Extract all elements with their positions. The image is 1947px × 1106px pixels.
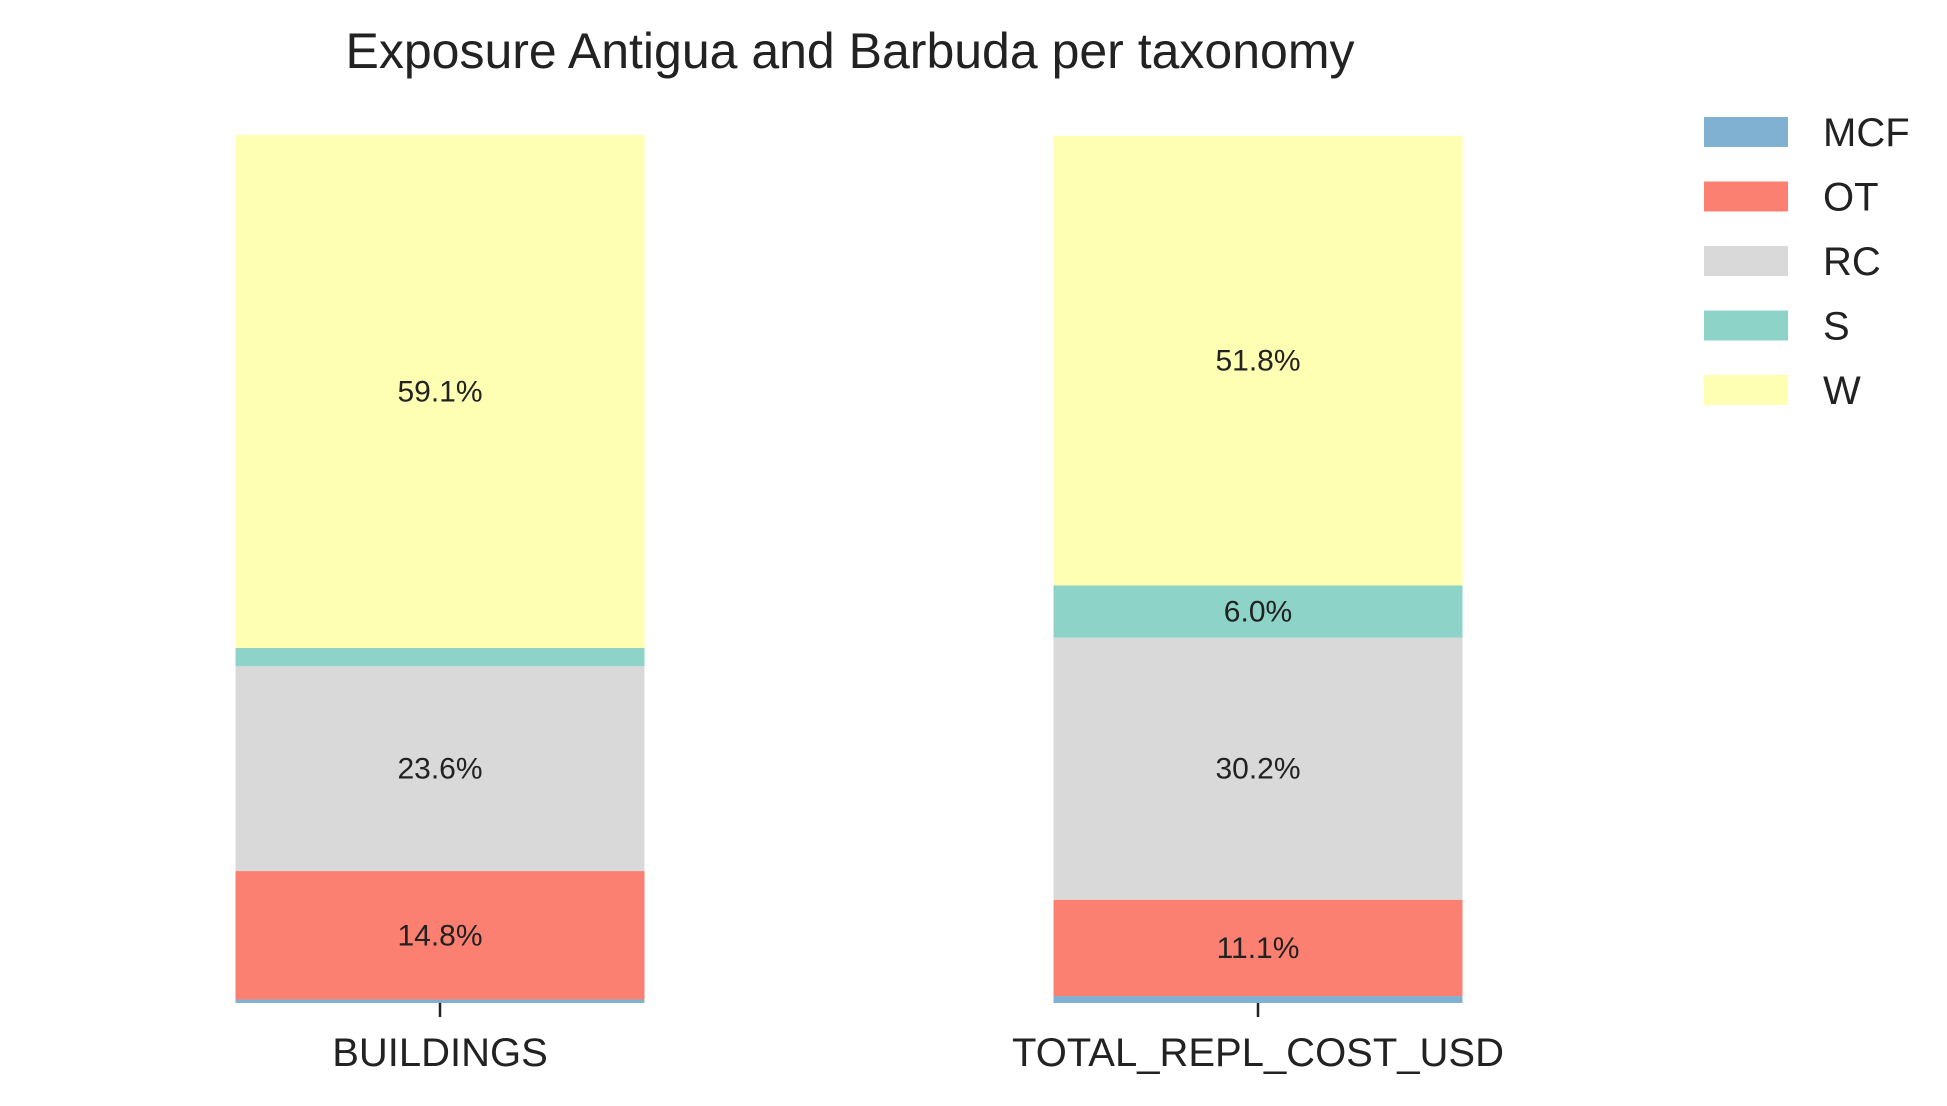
legend-item-s: S: [1704, 305, 1850, 349]
legend-item-ot: OT: [1704, 176, 1879, 220]
x-axis: BUILDINGS TOTAL_REPL_COST_USD: [332, 1003, 1504, 1075]
legend-swatch: [1704, 310, 1788, 341]
legend-label: RC: [1823, 240, 1881, 284]
data-label-ot-total_repl_cost_usd: 11.1%: [1217, 932, 1300, 965]
data-label-w-total_repl_cost_usd: 51.8%: [1215, 345, 1300, 378]
x-tick-label: BUILDINGS: [332, 1031, 548, 1075]
data-label-rc-total_repl_cost_usd: 30.2%: [1215, 753, 1300, 786]
legend-label: OT: [1823, 176, 1879, 220]
legend-swatch: [1704, 117, 1788, 147]
legend-item-rc: RC: [1704, 240, 1881, 284]
bar-segment-mcf-total_repl_cost_usd: [1053, 996, 1463, 1003]
data-labels-layer: 14.8% 23.6% 59.1% 11.1% 30.2% 6.0% 51.8%: [397, 345, 1300, 965]
bar-segment-rc-total_repl_cost_usd: [1053, 637, 1463, 900]
bar-segment-mcf-buildings: [235, 999, 645, 1003]
legend-swatch: [1704, 181, 1788, 212]
bar-segment-rc-buildings: [235, 666, 645, 872]
data-label-w-buildings: 59.1%: [397, 375, 482, 408]
data-label-rc-buildings: 23.6%: [397, 753, 482, 786]
bar-segment-s-total_repl_cost_usd: [1053, 585, 1463, 638]
bar-segment-ot-buildings: [235, 871, 645, 1000]
chart-title: Exposure Antigua and Barbuda per taxonom…: [345, 23, 1354, 79]
legend-item-mcf: MCF: [1704, 111, 1910, 155]
bar-segment-w-buildings: [235, 135, 645, 648]
bar-segment-w-total_repl_cost_usd: [1053, 135, 1463, 586]
bar-segment-s-buildings: [235, 647, 645, 667]
data-label-s-total_repl_cost_usd: 6.0%: [1224, 596, 1292, 629]
legend-label: W: [1823, 369, 1861, 413]
legend-label: S: [1823, 305, 1850, 349]
x-tick-label: TOTAL_REPL_COST_USD: [1012, 1031, 1504, 1075]
legend-label: MCF: [1823, 111, 1910, 155]
legend: MCF OT RC SW: [1704, 111, 1910, 413]
legend-item-w: W: [1704, 369, 1861, 413]
bar-segment-ot-total_repl_cost_usd: [1053, 899, 1463, 997]
bars-layer: [235, 135, 1463, 1003]
data-label-ot-buildings: 14.8%: [397, 919, 482, 952]
legend-swatch: [1704, 375, 1788, 405]
legend-swatch: [1704, 246, 1788, 276]
